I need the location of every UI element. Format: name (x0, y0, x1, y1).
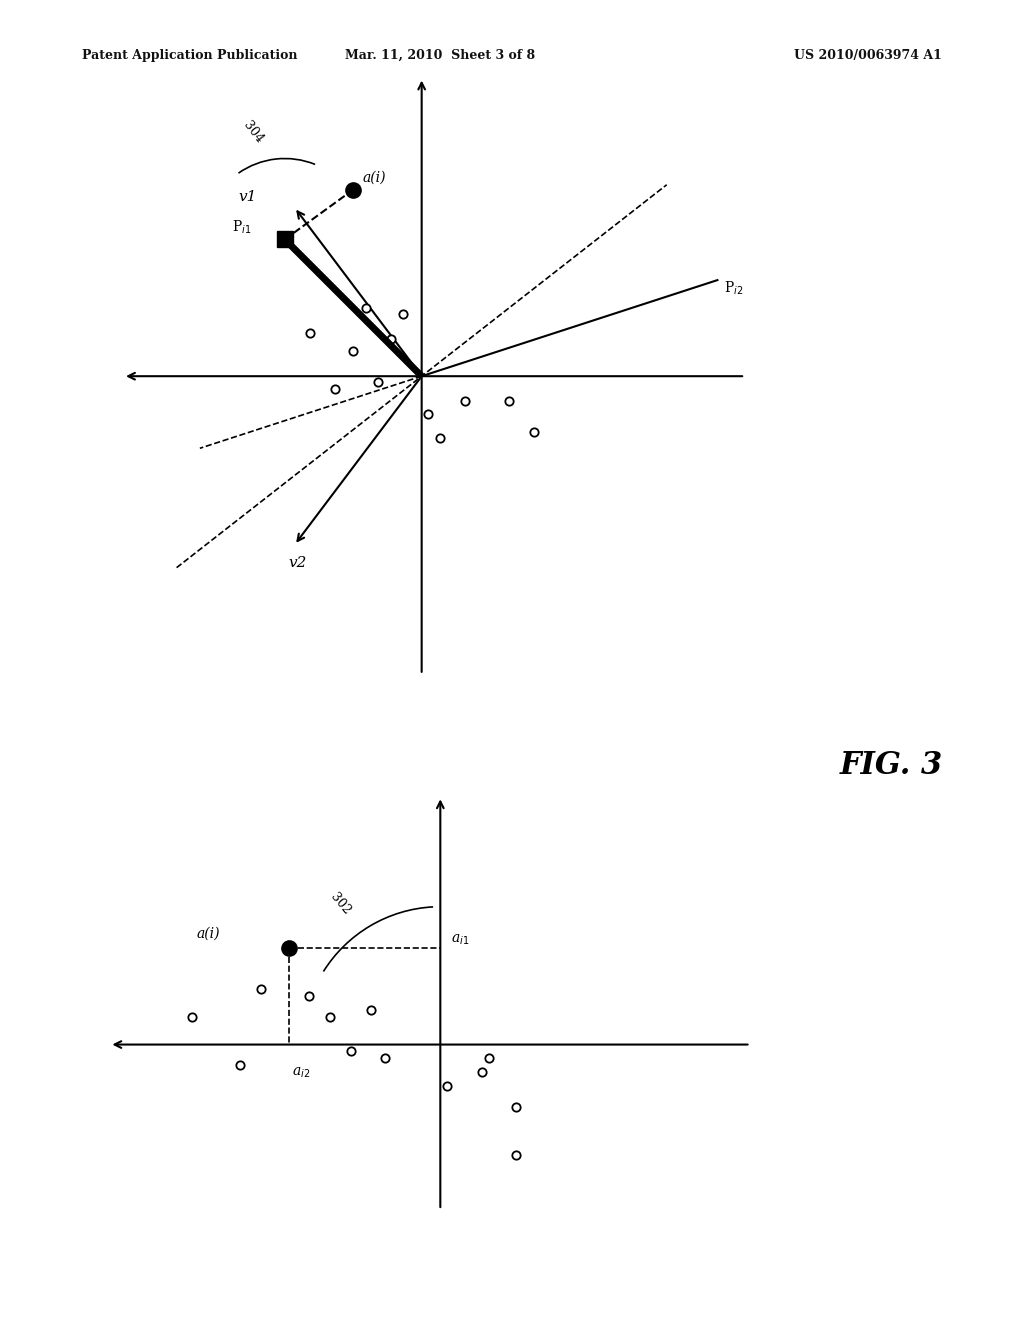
Text: FIG. 3: FIG. 3 (840, 750, 942, 781)
Text: Patent Application Publication: Patent Application Publication (82, 49, 297, 62)
Text: a$_{i1}$: a$_{i1}$ (451, 932, 469, 946)
Text: v2: v2 (288, 556, 306, 570)
Text: US 2010/0063974 A1: US 2010/0063974 A1 (795, 49, 942, 62)
Text: a$_{i2}$: a$_{i2}$ (292, 1065, 310, 1080)
Text: P$_{i1}$: P$_{i1}$ (232, 219, 252, 236)
Text: Mar. 11, 2010  Sheet 3 of 8: Mar. 11, 2010 Sheet 3 of 8 (345, 49, 536, 62)
Text: 304: 304 (241, 119, 265, 145)
Text: a(i): a(i) (362, 172, 386, 185)
Text: P$_{i2}$: P$_{i2}$ (724, 280, 743, 297)
Text: 302: 302 (328, 891, 353, 917)
Text: a(i): a(i) (197, 927, 220, 941)
Text: v1: v1 (239, 190, 257, 205)
